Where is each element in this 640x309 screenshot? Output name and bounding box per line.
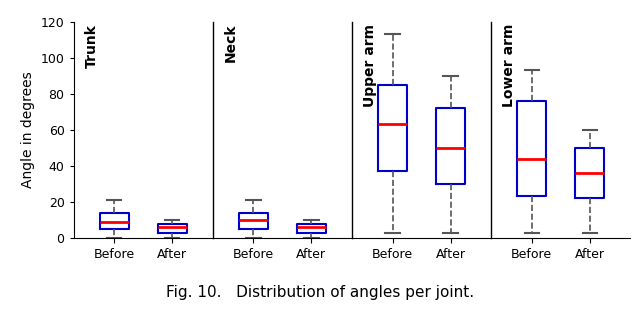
Text: Lower arm: Lower arm: [502, 24, 516, 107]
Text: Upper arm: Upper arm: [363, 24, 377, 107]
Text: Trunk: Trunk: [84, 24, 99, 68]
Y-axis label: Angle in degrees: Angle in degrees: [21, 71, 35, 188]
Text: Neck: Neck: [224, 24, 238, 62]
Text: Fig. 10.   Distribution of angles per joint.: Fig. 10. Distribution of angles per join…: [166, 285, 474, 300]
